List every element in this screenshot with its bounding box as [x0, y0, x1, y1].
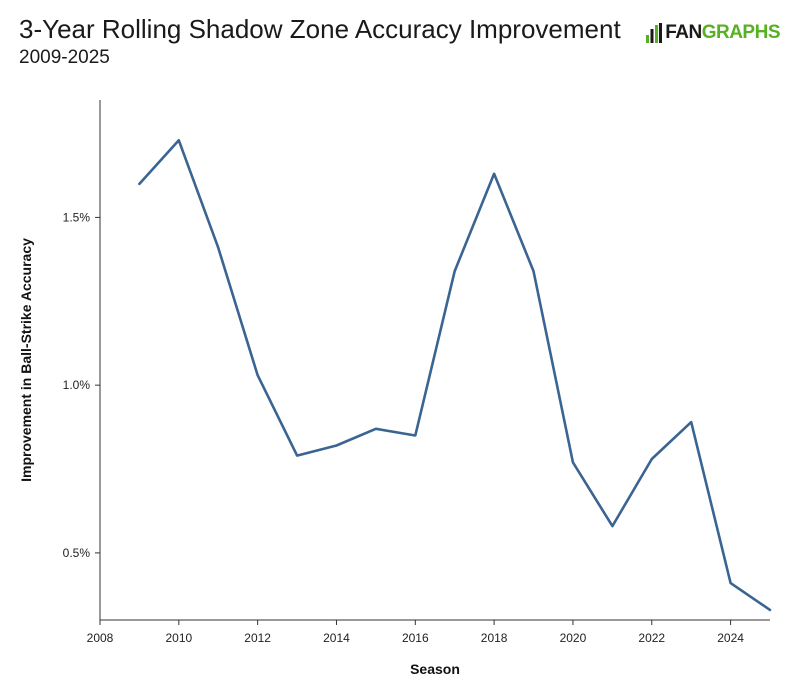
- chart-subtitle: 2009-2025: [19, 47, 110, 68]
- chart-title: 3-Year Rolling Shadow Zone Accuracy Impr…: [19, 14, 621, 44]
- x-tick-label: 2014: [323, 631, 350, 645]
- fangraphs-logo: FANGRAPHS: [646, 22, 781, 44]
- x-tick-label: 2016: [402, 631, 429, 645]
- x-tick-label: 2010: [165, 631, 192, 645]
- x-tick-label: 2012: [244, 631, 271, 645]
- y-ticks: 0.5% 1.0% 1.5%: [63, 210, 100, 560]
- y-axis-title: Improvement in Ball-Strike Accuracy: [18, 238, 34, 482]
- y-tick-label: 1.5%: [63, 210, 91, 224]
- y-tick-label: 1.0%: [63, 378, 91, 392]
- x-ticks: 2008 2010 2012 2014 2016 2018 2020 2022 2024: [87, 620, 744, 645]
- x-tick-label: 2018: [481, 631, 508, 645]
- logo-text-graphs: GRAPHS: [701, 22, 781, 43]
- series-line: [138, 139, 772, 612]
- x-tick-label: 2024: [717, 631, 744, 645]
- x-tick-label: 2020: [560, 631, 587, 645]
- x-tick-label: 2022: [638, 631, 665, 645]
- x-axis-title: Season: [410, 661, 460, 677]
- fangraphs-bars-icon: [646, 23, 663, 43]
- y-tick-label: 0.5%: [63, 546, 91, 560]
- logo-text-fan: FAN: [665, 22, 702, 43]
- x-tick-label: 2008: [87, 631, 114, 645]
